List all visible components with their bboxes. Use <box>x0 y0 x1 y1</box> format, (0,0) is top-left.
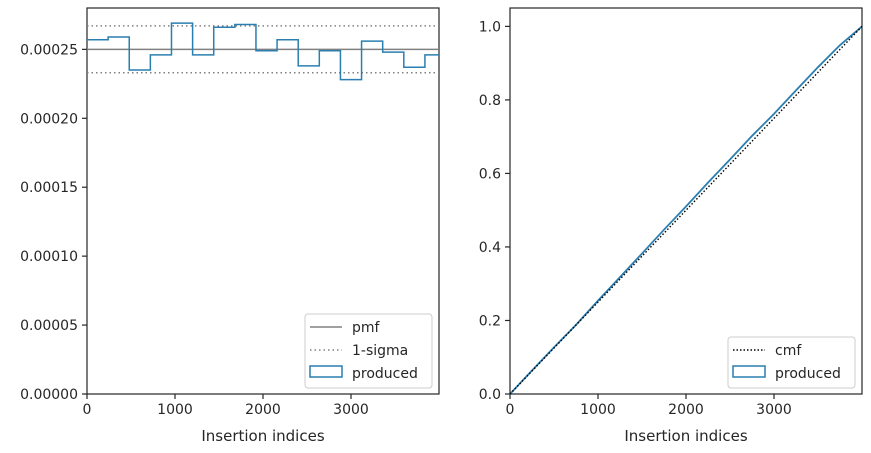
legend-produced-swatch <box>309 365 343 378</box>
pmf-histogram-panel: 0 1000 2000 3000 0.000000.000050.000100.000… <box>20 7 440 445</box>
right-axes-frame <box>509 7 863 395</box>
right-y-ticks: 0.0 0.2 0.4 0.6 0.8 1.0 <box>479 19 510 403</box>
right-lines <box>509 25 863 395</box>
left-y-ticks: 0.00000 0.00005 0.00010 0.00015 0.00020 0.000… <box>20 42 87 403</box>
left-x-tick-label: 0 <box>83 402 92 418</box>
sigma-band-lines <box>87 25 439 74</box>
left-y-tick-label: 0.00020 <box>20 111 78 127</box>
left-legend-box <box>304 313 433 389</box>
right-x-tick-label: 1000 <box>580 402 616 418</box>
right-x-ticks: 0 1000 2000 3000 <box>506 394 792 418</box>
left-y-tick-label: 0.00005 <box>20 318 78 334</box>
cmf-panel: 0 1000 2000 3000 0.0 0.2 0.4 0.6 0.8 1.0 Inserti… <box>479 7 863 445</box>
left-y-tick-label: 0.00000 <box>20 387 78 403</box>
right-legend: cmf produced <box>727 336 856 389</box>
left-x-tick-label: 1000 <box>157 402 193 418</box>
legend-produced-label: produced <box>352 366 418 382</box>
left-x-ticks: 0 1000 2000 3000 <box>83 394 369 418</box>
right-x-tick-label: 3000 <box>756 402 792 418</box>
left-legend: pmf 1-sigma produced <box>304 313 433 389</box>
left-y-tick-label: 0.00010 <box>20 249 78 265</box>
produced-step-line <box>87 22 439 81</box>
cmf-line <box>509 25 863 395</box>
legend-sigma-label: 1-sigma <box>352 343 408 359</box>
right-y-tick-label: 0.0 <box>479 387 501 403</box>
legend-produced-swatch-right <box>732 365 766 378</box>
right-y-tick-label: 0.6 <box>479 166 501 182</box>
right-x-tick-label: 2000 <box>668 402 704 418</box>
legend-pmf-label: pmf <box>352 320 381 336</box>
produced-histogram <box>87 22 439 81</box>
legend-cmf-label: cmf <box>775 343 802 359</box>
right-y-tick-label: 0.4 <box>479 240 501 256</box>
right-y-tick-label: 0.8 <box>479 93 501 109</box>
left-y-tick-label: 0.00025 <box>20 42 78 58</box>
right-x-tick-label: 0 <box>506 402 515 418</box>
legend-produced-label-right: produced <box>775 366 841 382</box>
left-x-tick-label: 2000 <box>245 402 281 418</box>
left-x-axis-label: Insertion indices <box>201 427 324 445</box>
right-y-tick-label: 1.0 <box>479 19 501 35</box>
right-x-axis-label: Insertion indices <box>624 427 747 445</box>
left-x-tick-label: 3000 <box>333 402 369 418</box>
right-legend-box <box>727 336 856 389</box>
left-y-tick-label: 0.00015 <box>20 180 78 196</box>
right-y-tick-label: 0.2 <box>479 313 501 329</box>
